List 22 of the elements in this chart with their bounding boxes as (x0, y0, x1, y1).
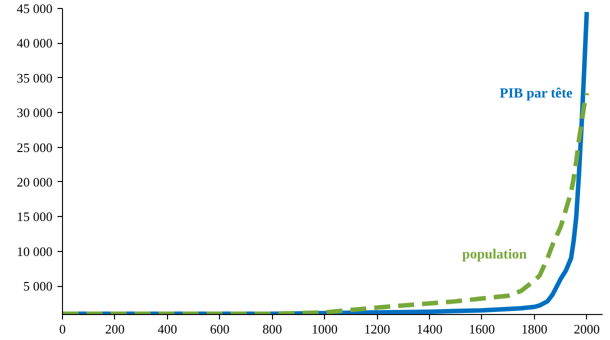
y-tick-label: 10 000 (16, 244, 52, 259)
y-tick-label: 25 000 (16, 140, 52, 155)
x-tick-label: 1200 (364, 322, 390, 336)
y-tick-label: 15 000 (16, 209, 52, 224)
series-label: PIB par tête (500, 86, 573, 102)
y-tick-label: 40 000 (16, 36, 52, 51)
x-tick-label: 400 (158, 322, 178, 336)
x-tick-label: 800 (262, 322, 282, 336)
x-tick-label: 1800 (521, 322, 548, 336)
x-tick-label: 0 (59, 322, 66, 336)
x-tick-label: 2000 (574, 322, 600, 336)
x-tick-label: 1000 (312, 322, 338, 336)
y-tick-label: 45 000 (16, 1, 52, 16)
y-tick-label: 35 000 (16, 70, 52, 86)
y-tick-label: 30 000 (16, 105, 52, 120)
x-tick-label: 1600 (468, 322, 495, 336)
series-label: population (462, 248, 527, 263)
x-tick-label: 200 (105, 322, 125, 336)
y-tick-label: 20 000 (16, 174, 52, 190)
x-tick-label: 1400 (416, 322, 442, 336)
y-tick-label: 5 000 (23, 278, 52, 294)
x-tick-label: 600 (210, 322, 230, 336)
